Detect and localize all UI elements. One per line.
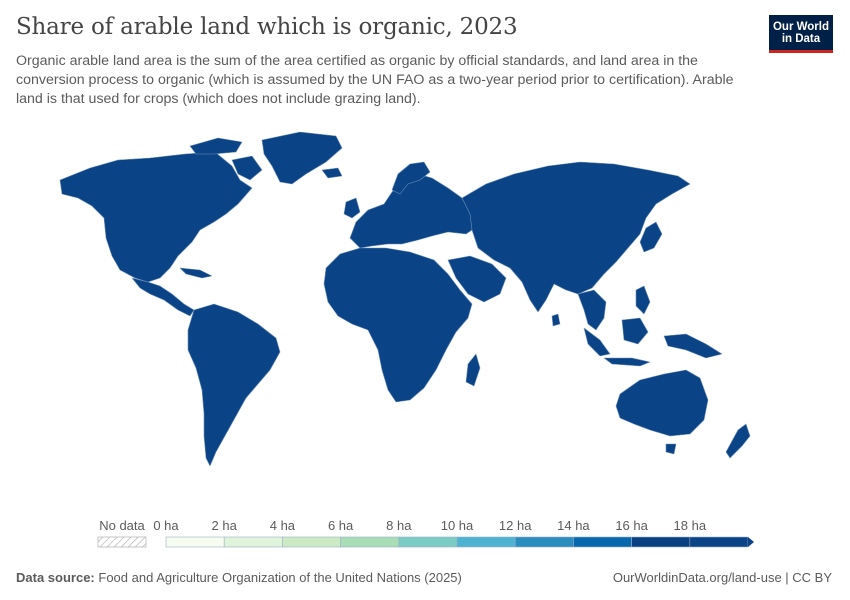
iceland[interactable]	[321, 167, 343, 179]
arctic-islands[interactable]	[189, 137, 243, 155]
caribbean[interactable]	[179, 267, 213, 279]
legend-tick-label: 4 ha	[270, 518, 296, 533]
legend-arrow	[748, 537, 754, 547]
indonesia-sumatra[interactable]	[583, 327, 611, 357]
no-data-label: No data	[99, 518, 145, 533]
legend-tick-label: 2 ha	[212, 518, 238, 533]
legend-bin[interactable]	[282, 536, 341, 548]
tasmania[interactable]	[665, 443, 677, 455]
chart-title: Share of arable land which is organic, 2…	[16, 14, 518, 40]
world-map-svg	[59, 131, 751, 467]
legend-bin[interactable]	[689, 536, 749, 548]
arabian-peninsula[interactable]	[447, 255, 507, 303]
asia[interactable]	[461, 161, 691, 313]
sri-lanka[interactable]	[551, 313, 561, 327]
no-data-swatch[interactable]	[97, 536, 147, 548]
africa[interactable]	[323, 247, 473, 403]
legend-bin[interactable]	[223, 536, 283, 548]
europe[interactable]	[349, 173, 479, 249]
greenland[interactable]	[261, 131, 343, 185]
chart-subtitle: Organic arable land area is the sum of t…	[16, 53, 734, 107]
legend-bin[interactable]	[456, 536, 516, 548]
legend-bin[interactable]	[165, 536, 225, 548]
world-map[interactable]	[0, 118, 850, 518]
legend-bin[interactable]	[573, 536, 632, 548]
legend-bin[interactable]	[514, 536, 574, 548]
central-america[interactable]	[131, 277, 195, 317]
legend-tick-label: 18 ha	[674, 518, 707, 533]
legend-tick-label: 14 ha	[557, 518, 590, 533]
logo-text: Our World in Data	[772, 20, 829, 45]
philippines[interactable]	[635, 285, 651, 315]
legend-tick-label: 16 ha	[615, 518, 648, 533]
south-america[interactable]	[187, 303, 281, 467]
legend-tick-label: 12 ha	[499, 518, 532, 533]
legend-bin[interactable]	[398, 536, 458, 548]
legend-tick-label: 0 ha	[153, 518, 179, 533]
map-legend: No data 0 ha 2 ha 4 ha 6 ha 8 ha 10 ha 12 ha 14…	[0, 512, 850, 552]
legend-bin[interactable]	[631, 536, 691, 548]
scandinavia[interactable]	[391, 161, 431, 195]
data-source: Data source: Food and Agriculture Organi…	[16, 570, 462, 585]
indonesia-java[interactable]	[603, 357, 651, 367]
indonesia-borneo[interactable]	[621, 317, 649, 345]
legend-tick-label: 10 ha	[441, 518, 474, 533]
madagascar[interactable]	[465, 353, 481, 387]
legend-svg: No data 0 ha 2 ha 4 ha 6 ha 8 ha 10 ha 12 ha 14…	[97, 518, 754, 548]
british-isles[interactable]	[343, 197, 361, 219]
japan[interactable]	[639, 221, 663, 253]
baffin-island[interactable]	[231, 155, 263, 181]
new-zealand[interactable]	[725, 423, 751, 459]
legend-tick-label: 6 ha	[328, 518, 354, 533]
north-america[interactable]	[59, 151, 253, 283]
owid-logo[interactable]: Our World in Data	[769, 15, 833, 53]
australia[interactable]	[615, 369, 709, 437]
new-guinea[interactable]	[663, 333, 723, 359]
url-license[interactable]: OurWorldinData.org/land-use | CC BY	[612, 570, 832, 585]
data-source-label: Data source:	[16, 570, 95, 585]
legend-bin[interactable]	[340, 536, 400, 548]
southeast-asia[interactable]	[577, 289, 607, 331]
legend-tick-label: 8 ha	[386, 518, 412, 533]
data-source-text: Food and Agriculture Organization of the…	[98, 570, 462, 585]
